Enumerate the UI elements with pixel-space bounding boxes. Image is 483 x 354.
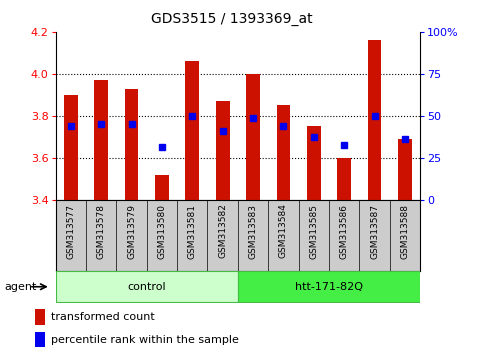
Bar [155, 175, 169, 200]
Text: control: control [128, 282, 166, 292]
Text: GSM313588: GSM313588 [400, 204, 410, 258]
Text: percentile rank within the sample: percentile rank within the sample [51, 335, 239, 345]
Bar [246, 74, 260, 200]
Bar [35, 332, 45, 347]
Bar [35, 309, 45, 325]
Bar [64, 95, 78, 200]
Bar [398, 139, 412, 200]
Text: GSM313587: GSM313587 [370, 204, 379, 258]
Text: GSM313586: GSM313586 [340, 204, 349, 258]
Bar [277, 105, 290, 200]
Text: GSM313578: GSM313578 [97, 204, 106, 258]
Bar [307, 126, 321, 200]
Bar [216, 101, 229, 200]
Bar [56, 272, 238, 302]
Text: GSM313577: GSM313577 [66, 204, 75, 258]
Text: htt-171-82Q: htt-171-82Q [295, 282, 363, 292]
Bar [185, 61, 199, 200]
Text: agent: agent [5, 282, 37, 292]
Text: GSM313582: GSM313582 [218, 204, 227, 258]
Text: transformed count: transformed count [51, 312, 155, 322]
Text: GSM313584: GSM313584 [279, 204, 288, 258]
Bar [338, 158, 351, 200]
Bar [238, 272, 420, 302]
Text: GSM313583: GSM313583 [249, 204, 257, 258]
Bar [94, 80, 108, 200]
Bar [368, 40, 382, 200]
Bar [125, 88, 138, 200]
Text: GSM313580: GSM313580 [157, 204, 167, 258]
Text: GSM313579: GSM313579 [127, 204, 136, 258]
Text: GDS3515 / 1393369_at: GDS3515 / 1393369_at [151, 12, 313, 27]
Text: GSM313581: GSM313581 [188, 204, 197, 258]
Text: GSM313585: GSM313585 [309, 204, 318, 258]
